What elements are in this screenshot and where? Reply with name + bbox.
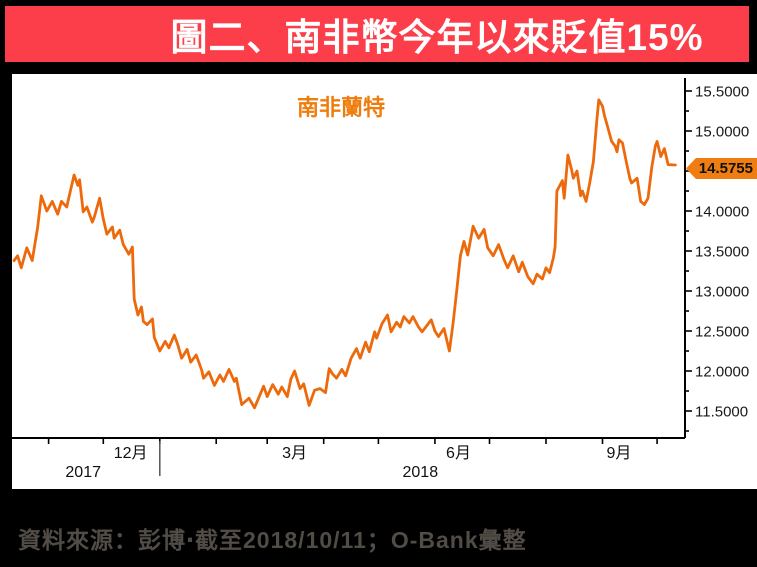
y-axis-label: 13.5000 [695, 244, 749, 261]
x-month-label: 12月 [114, 445, 148, 462]
y-axis-label: 13.0000 [695, 284, 749, 301]
y-axis-label: 11.5000 [695, 404, 748, 421]
price-chart-svg: 15.500015.000014.500014.000013.500013.00… [12, 78, 749, 481]
price-line [12, 98, 677, 410]
last-price-tag: 14.5755 [686, 158, 757, 179]
title-bar: 圖二、南非幣今年以來貶值15% [5, 6, 749, 62]
x-year-label: 2017 [65, 464, 101, 481]
y-axis-label: 12.0000 [695, 364, 749, 381]
x-year-label: 2018 [403, 464, 439, 481]
y-axis-label: 14.0000 [695, 204, 749, 221]
source-note: 資料來源：彭博‧截至2018/10/11；O-Bank彙整 [18, 527, 527, 553]
chart-title: 圖二、南非幣今年以來貶值15% [170, 17, 704, 58]
y-axis-label: 15.5000 [695, 84, 749, 101]
legend-label: 南非蘭特 [297, 95, 386, 120]
y-axis-label: 15.0000 [695, 124, 749, 141]
x-month-label: 9月 [606, 445, 631, 462]
x-month-label: 3月 [282, 445, 307, 462]
chart-panel: 15.500015.000014.500014.000013.500013.00… [12, 74, 757, 489]
x-month-label: 6月 [446, 445, 471, 462]
y-axis-label: 12.5000 [695, 324, 749, 341]
